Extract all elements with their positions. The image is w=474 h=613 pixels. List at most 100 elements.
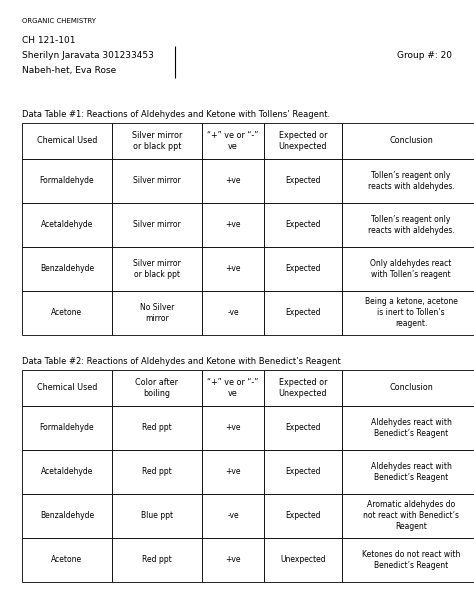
Text: Color after
boiling: Color after boiling [136, 378, 179, 398]
Bar [22, 538, 112, 582]
Text: Acetone: Acetone [52, 308, 82, 318]
Text: Nabeh-het, Eva Rose: Nabeh-het, Eva Rose [22, 66, 116, 75]
Text: Benzaldehyde: Benzaldehyde [40, 264, 94, 273]
Bar [264, 291, 342, 335]
Bar [264, 406, 342, 449]
Text: Tollen’s reagent only
reacts with aldehydes.: Tollen’s reagent only reacts with aldehy… [368, 171, 455, 191]
Text: ORGANIC CHEMISTRY: ORGANIC CHEMISTRY [22, 18, 96, 24]
Text: Expected or
Unexpected: Expected or Unexpected [279, 131, 327, 151]
Bar [22, 291, 112, 335]
Bar [112, 370, 202, 406]
Bar [22, 493, 112, 538]
Text: Group #: 20: Group #: 20 [397, 51, 452, 60]
Bar [202, 538, 264, 582]
Bar [264, 203, 342, 247]
Text: +ve: +ve [225, 264, 241, 273]
Text: Aldehydes react with
Benedict’s Reagent: Aldehydes react with Benedict’s Reagent [371, 462, 451, 482]
Bar [22, 406, 112, 449]
Bar [264, 247, 342, 291]
Text: Aromatic aldehydes do
not react with Benedict’s
Reagent: Aromatic aldehydes do not react with Ben… [363, 500, 459, 531]
Bar [202, 449, 264, 493]
Bar [112, 291, 202, 335]
Bar [342, 538, 474, 582]
Bar [264, 370, 342, 406]
Bar [342, 493, 474, 538]
Bar [202, 203, 264, 247]
Bar [112, 493, 202, 538]
Text: Expected: Expected [285, 264, 321, 273]
Text: Expected or
Unexpected: Expected or Unexpected [279, 378, 327, 398]
Text: Unexpected: Unexpected [280, 555, 326, 564]
Bar [202, 406, 264, 449]
Bar [112, 538, 202, 582]
Bar [22, 370, 112, 406]
Text: Acetone: Acetone [52, 555, 82, 564]
Text: Data Table #2: Reactions of Aldehydes and Ketone with Benedict’s Reagent: Data Table #2: Reactions of Aldehydes an… [22, 357, 341, 366]
Text: +ve: +ve [225, 555, 241, 564]
Text: Silver mirror
or black ppt: Silver mirror or black ppt [132, 131, 182, 151]
Text: Expected: Expected [285, 220, 321, 229]
Bar [202, 291, 264, 335]
Text: +ve: +ve [225, 220, 241, 229]
Bar [112, 247, 202, 291]
Text: Being a ketone, acetone
is inert to Tollen’s
reagent.: Being a ketone, acetone is inert to Toll… [365, 297, 457, 329]
Bar [112, 406, 202, 449]
Text: Conclusion: Conclusion [389, 136, 433, 145]
Bar [202, 159, 264, 203]
Text: No Silver
mirror: No Silver mirror [140, 303, 174, 323]
Bar [342, 203, 474, 247]
Bar [264, 538, 342, 582]
Text: Acetaldehyde: Acetaldehyde [41, 467, 93, 476]
Text: Expected: Expected [285, 423, 321, 432]
Bar [264, 123, 342, 159]
Text: “+” ve or “-”
ve: “+” ve or “-” ve [207, 378, 259, 398]
Text: Benzaldehyde: Benzaldehyde [40, 511, 94, 520]
Text: Ketones do not react with
Benedict’s Reagent: Ketones do not react with Benedict’s Rea… [362, 549, 460, 569]
Text: Red ppt: Red ppt [142, 467, 172, 476]
Text: Expected: Expected [285, 308, 321, 318]
Bar [342, 449, 474, 493]
Bar [112, 123, 202, 159]
Bar [112, 449, 202, 493]
Text: Conclusion: Conclusion [389, 383, 433, 392]
Text: “+” ve or “-”
ve: “+” ve or “-” ve [207, 131, 259, 151]
Bar [202, 123, 264, 159]
Bar [22, 203, 112, 247]
Text: +ve: +ve [225, 467, 241, 476]
Text: Expected: Expected [285, 511, 321, 520]
Bar [342, 370, 474, 406]
Bar [342, 291, 474, 335]
Text: Red ppt: Red ppt [142, 555, 172, 564]
Bar [342, 247, 474, 291]
Text: Formaldehyde: Formaldehyde [40, 423, 94, 432]
Bar [22, 123, 112, 159]
Text: +ve: +ve [225, 423, 241, 432]
Text: Blue ppt: Blue ppt [141, 511, 173, 520]
Bar [264, 449, 342, 493]
Text: Expected: Expected [285, 177, 321, 185]
Text: -ve: -ve [227, 308, 239, 318]
Text: Silver mirror
or black ppt: Silver mirror or black ppt [133, 259, 181, 279]
Text: Only aldehydes react
with Tollen’s reagent: Only aldehydes react with Tollen’s reage… [370, 259, 452, 279]
Text: +ve: +ve [225, 177, 241, 185]
Text: Red ppt: Red ppt [142, 423, 172, 432]
Bar [342, 159, 474, 203]
Text: Silver mirror: Silver mirror [133, 220, 181, 229]
Text: Aldehydes react with
Benedict’s Reagent: Aldehydes react with Benedict’s Reagent [371, 417, 451, 438]
Text: -ve: -ve [227, 511, 239, 520]
Text: Sherilyn Jaravata 301233453: Sherilyn Jaravata 301233453 [22, 51, 154, 60]
Text: Chemical Used: Chemical Used [37, 136, 97, 145]
Bar [342, 406, 474, 449]
Text: Data Table #1: Reactions of Aldehydes and Ketone with Tollens’ Reagent.: Data Table #1: Reactions of Aldehydes an… [22, 110, 330, 119]
Bar [264, 493, 342, 538]
Bar [202, 370, 264, 406]
Bar [112, 203, 202, 247]
Text: Chemical Used: Chemical Used [37, 383, 97, 392]
Bar [342, 123, 474, 159]
Bar [22, 449, 112, 493]
Text: CH 121-101: CH 121-101 [22, 36, 75, 45]
Text: Expected: Expected [285, 467, 321, 476]
Bar [202, 493, 264, 538]
Bar [202, 247, 264, 291]
Text: Acetaldehyde: Acetaldehyde [41, 220, 93, 229]
